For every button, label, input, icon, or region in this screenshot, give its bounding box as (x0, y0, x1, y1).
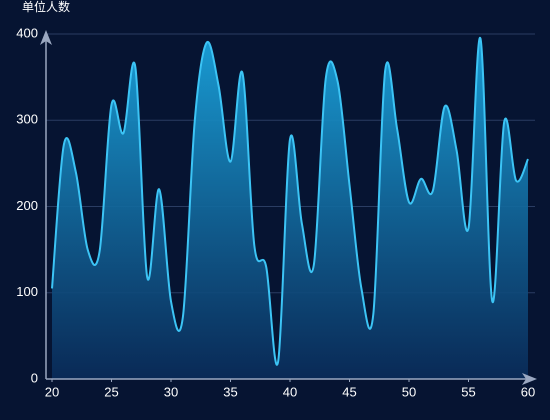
x-tick-label: 60 (521, 384, 535, 399)
x-tick-label: 55 (461, 384, 475, 399)
x-tick-label: 50 (402, 384, 416, 399)
y-tick-label: 300 (16, 112, 38, 127)
y-tick-label: 200 (16, 198, 38, 213)
area-fill (52, 37, 528, 379)
x-tick-label: 45 (342, 384, 356, 399)
area-line (51, 37, 529, 366)
y-tick-label: 400 (16, 25, 38, 40)
y-tick-label: 0 (31, 370, 38, 385)
y-axis-label: 单位人数 (22, 0, 70, 14)
x-axis-arrow (522, 373, 537, 385)
x-tick-label: 25 (104, 384, 118, 399)
x-tick-label: 40 (283, 384, 297, 399)
x-tick-label: 30 (164, 384, 178, 399)
y-axis-arrow (40, 30, 52, 45)
x-tick-label: 20 (45, 384, 59, 399)
y-tick-label: 100 (16, 284, 38, 299)
x-tick-label: 35 (223, 384, 237, 399)
